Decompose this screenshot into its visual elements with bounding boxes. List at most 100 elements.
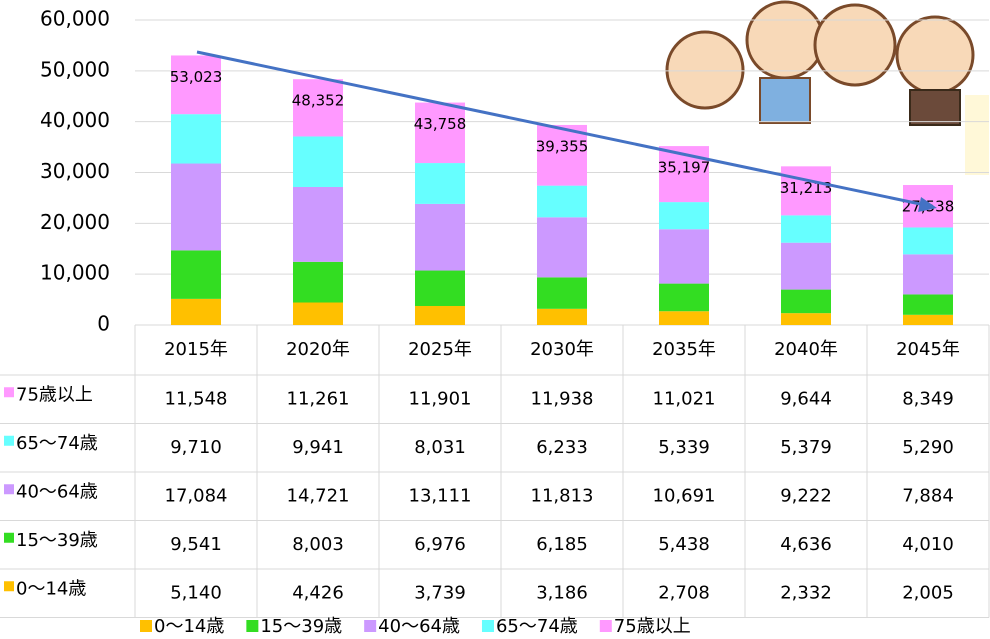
bar-segment [171, 250, 221, 299]
bar-segment [171, 114, 221, 163]
table-cell: 5,438 [658, 534, 710, 555]
total-label: 35,197 [658, 159, 711, 177]
x-tick-label: 2045年 [896, 339, 960, 360]
plot-content: 0 10,000 20,000 30,000 40,000 50,000 60,000 53,… [0, 7, 989, 638]
table-cell: 10,691 [653, 485, 716, 506]
y-tick-label: 50,000 [40, 57, 110, 81]
row-label: 0〜14歳 [16, 578, 86, 599]
total-label: 48,352 [292, 92, 345, 110]
table-cell: 9,222 [780, 485, 832, 506]
bar-segment [781, 313, 831, 325]
bar-segment [171, 164, 221, 251]
chart: 0 10,000 20,000 30,000 40,000 50,000 60,000 53,… [0, 0, 990, 639]
x-tick-label: 2020年 [286, 339, 350, 360]
table-cell: 5,339 [658, 437, 710, 458]
table-cell: 9,541 [170, 534, 222, 555]
bar-segment [293, 136, 343, 187]
legend-label: 65〜74歳 [496, 616, 578, 637]
total-label: 43,758 [414, 115, 467, 133]
table-cell: 2,005 [902, 582, 954, 603]
table-cell: 4,010 [902, 534, 954, 555]
x-tick-label: 2035年 [652, 339, 716, 360]
table-cell: 8,003 [292, 534, 344, 555]
row-swatch [4, 533, 14, 543]
table-cell: 14,721 [287, 485, 350, 506]
y-tick-label: 0 [97, 312, 110, 336]
table-cell: 3,186 [536, 582, 588, 603]
row-label: 15〜39歳 [16, 530, 98, 551]
legend-label: 40〜64歳 [378, 616, 460, 637]
table-cell: 4,426 [292, 582, 344, 603]
bar-segment [537, 217, 587, 277]
row-label: 40〜64歳 [16, 481, 98, 502]
table-cell: 9,710 [170, 437, 222, 458]
bar-segment [293, 187, 343, 262]
table-cell: 7,884 [902, 485, 954, 506]
legend-swatch [246, 620, 258, 632]
y-tick-label: 10,000 [40, 261, 110, 285]
bar-segment [659, 311, 709, 325]
bar-segment [415, 204, 465, 271]
x-tick-label: 2040年 [774, 339, 838, 360]
table-cell: 11,021 [653, 388, 716, 409]
bar-segment [171, 299, 221, 325]
bar-segment [293, 303, 343, 325]
table-cell: 6,233 [536, 437, 588, 458]
table-cell: 17,084 [165, 485, 228, 506]
table-cell: 6,185 [536, 534, 588, 555]
bar-segment [659, 284, 709, 312]
bar-segment [903, 294, 953, 314]
bar-segment [903, 254, 953, 294]
table-cell: 11,901 [409, 388, 472, 409]
total-label: 39,355 [536, 137, 589, 155]
table-cell: 9,941 [292, 437, 344, 458]
x-tick-label: 2015年 [164, 339, 228, 360]
row-swatch [4, 581, 14, 591]
row-swatch [4, 484, 14, 494]
table-cell: 2,708 [658, 582, 710, 603]
legend-label: 75歳以上 [614, 616, 691, 637]
x-tick-label: 2025年 [408, 339, 472, 360]
bar-segment [903, 227, 953, 254]
total-label: 53,023 [170, 68, 223, 86]
bar-segment [537, 309, 587, 325]
bar-segment [537, 277, 587, 308]
legend-swatch [600, 620, 612, 632]
bar-segment [659, 202, 709, 229]
bar-segment [903, 315, 953, 325]
table-cell: 6,976 [414, 534, 466, 555]
bar-segment [781, 215, 831, 242]
row-label: 65〜74歳 [16, 433, 98, 454]
total-label: 31,213 [780, 179, 833, 197]
bar-segment [415, 163, 465, 204]
legend-swatch [140, 620, 152, 632]
table-cell: 11,261 [287, 388, 350, 409]
legend-swatch [364, 620, 376, 632]
table-cell: 4,636 [780, 534, 832, 555]
bar-segment [415, 306, 465, 325]
row-swatch [4, 436, 14, 446]
legend-swatch [482, 620, 494, 632]
y-tick-label: 20,000 [40, 210, 110, 234]
legend-label: 0〜14歳 [154, 616, 224, 637]
table-cell: 9,644 [780, 388, 832, 409]
row-label: 75歳以上 [16, 384, 93, 405]
table-cell: 13,111 [409, 485, 472, 506]
table-cell: 11,938 [531, 388, 594, 409]
bar-segment [537, 186, 587, 218]
table-cell: 5,140 [170, 582, 222, 603]
x-tick-label: 2030年 [530, 339, 594, 360]
y-tick-label: 60,000 [40, 7, 110, 31]
y-tick-label: 30,000 [40, 159, 110, 183]
y-tick-label: 40,000 [40, 108, 110, 132]
table-cell: 11,813 [531, 485, 594, 506]
bar-segment [659, 229, 709, 283]
table-cell: 8,031 [414, 437, 466, 458]
illustration [667, 2, 989, 175]
table-cell: 11,548 [165, 388, 228, 409]
table-cell: 2,332 [780, 582, 832, 603]
legend-label: 15〜39歳 [260, 616, 342, 637]
bar-segment [293, 262, 343, 303]
bar-segment [415, 271, 465, 306]
table-cell: 3,739 [414, 582, 466, 603]
